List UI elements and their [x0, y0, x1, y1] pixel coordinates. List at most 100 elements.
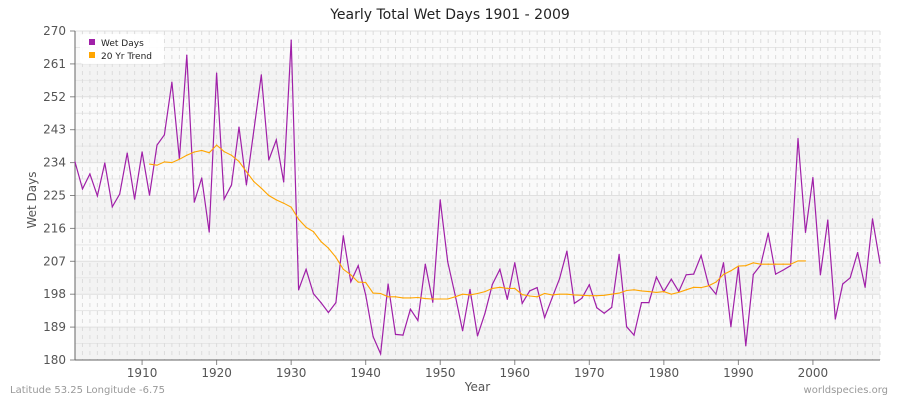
data-point	[722, 262, 725, 264]
data-point	[782, 263, 784, 265]
data-point	[350, 281, 352, 283]
y-tick-label: 261	[43, 57, 66, 71]
data-point	[454, 296, 456, 298]
data-point	[357, 281, 359, 283]
data-point	[357, 265, 359, 267]
data-point	[760, 263, 762, 265]
data-point	[141, 151, 143, 153]
data-point	[603, 312, 605, 314]
data-point	[588, 284, 590, 286]
data-point	[849, 277, 851, 279]
legend-swatch	[89, 52, 95, 58]
data-point	[775, 273, 777, 275]
data-point	[439, 199, 441, 201]
data-point	[700, 287, 702, 289]
y-tick-label: 252	[43, 90, 66, 104]
data-point	[543, 292, 546, 295]
data-point	[350, 274, 352, 276]
data-point	[74, 161, 76, 163]
data-point	[201, 177, 203, 179]
data-point	[171, 162, 173, 164]
data-point	[670, 278, 672, 280]
data-point	[409, 308, 412, 310]
data-point	[104, 162, 106, 164]
data-point	[283, 181, 285, 183]
data-point	[506, 298, 508, 300]
data-point	[819, 274, 821, 276]
data-point	[186, 154, 188, 156]
y-tick-label: 216	[43, 221, 66, 235]
data-point	[275, 199, 277, 201]
data-point	[230, 184, 233, 186]
data-point	[335, 302, 337, 304]
data-point	[208, 231, 210, 233]
data-point	[402, 297, 404, 299]
data-point	[789, 265, 792, 267]
data-point	[491, 287, 494, 289]
data-point	[715, 293, 717, 295]
data-point	[640, 290, 643, 292]
data-point	[625, 326, 628, 328]
data-point	[335, 256, 337, 258]
data-point	[797, 260, 799, 262]
data-point	[536, 296, 538, 298]
legend-box	[80, 34, 164, 64]
data-point	[700, 254, 702, 257]
y-tick-label: 180	[43, 353, 66, 367]
data-point	[119, 193, 121, 195]
data-point	[476, 292, 479, 295]
data-point	[611, 306, 613, 308]
data-point	[558, 278, 561, 280]
data-point	[603, 294, 605, 296]
data-point	[834, 318, 836, 320]
x-tick-label: 1930	[276, 366, 307, 380]
data-point	[745, 345, 747, 347]
y-tick-label: 225	[43, 189, 66, 203]
data-point	[216, 72, 218, 74]
data-point	[134, 198, 136, 200]
data-point	[447, 298, 449, 300]
data-point	[551, 297, 553, 299]
footer-credit: worldspecies.org	[803, 385, 888, 396]
data-point	[663, 291, 665, 293]
data-point	[566, 293, 568, 295]
data-point	[342, 268, 344, 270]
data-point	[745, 265, 747, 267]
data-point	[536, 287, 538, 289]
data-point	[298, 218, 300, 220]
data-point	[611, 293, 613, 295]
data-point	[96, 195, 98, 197]
data-point	[394, 296, 397, 298]
data-point	[857, 251, 859, 254]
data-point	[290, 39, 292, 41]
data-point	[573, 294, 575, 296]
data-point	[581, 294, 583, 296]
data-point	[81, 188, 84, 190]
data-point	[312, 293, 315, 295]
data-point	[387, 296, 389, 298]
data-point	[499, 268, 501, 270]
data-point	[245, 184, 248, 186]
data-point	[693, 286, 695, 288]
data-point	[454, 294, 456, 296]
data-point	[201, 149, 203, 152]
y-tick-label: 189	[43, 320, 66, 334]
data-point	[573, 302, 575, 304]
data-point	[156, 164, 158, 166]
data-point	[193, 151, 195, 153]
data-point	[648, 302, 650, 304]
data-point	[461, 330, 464, 332]
data-point	[804, 260, 807, 262]
data-point	[596, 307, 598, 309]
data-point	[260, 187, 262, 189]
legend-label: 20 Yr Trend	[101, 52, 152, 62]
x-tick-label: 1990	[723, 366, 754, 380]
data-point	[722, 273, 725, 276]
data-point	[551, 294, 553, 296]
data-point	[193, 201, 195, 203]
legend-label: Wet Days	[101, 39, 144, 49]
x-tick-label: 1910	[127, 366, 158, 380]
data-point	[372, 292, 374, 294]
y-tick-label: 270	[43, 24, 66, 38]
